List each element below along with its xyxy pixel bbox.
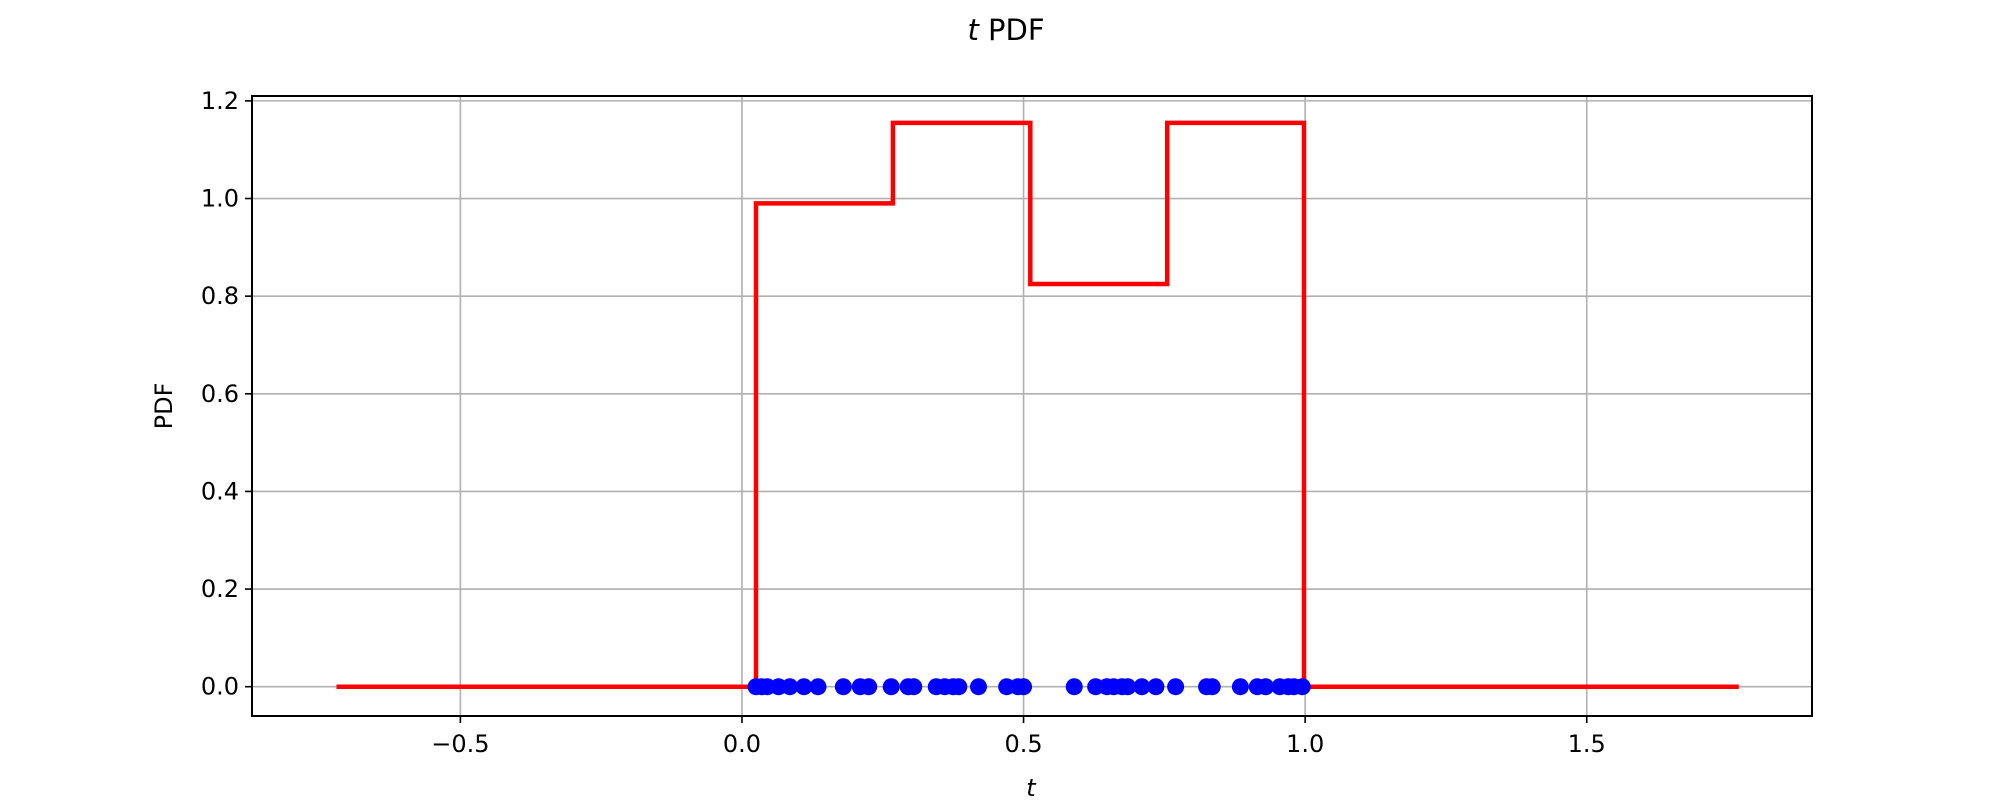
x-tick-label: 0.5 xyxy=(1004,730,1042,758)
pdf-step-line xyxy=(336,120,1739,689)
sample-point xyxy=(950,678,968,696)
y-tick-label: 0.6 xyxy=(201,380,239,408)
y-tick-label: 0.0 xyxy=(201,673,239,701)
sample-point xyxy=(1231,678,1249,696)
sample-point xyxy=(1203,678,1221,696)
chart-title-variable: t xyxy=(967,13,980,47)
sample-point xyxy=(781,678,799,696)
sample-point xyxy=(1167,678,1185,696)
sample-point xyxy=(1293,678,1311,696)
sample-point xyxy=(1147,678,1165,696)
sample-point xyxy=(905,678,923,696)
x-tick-label: 1.5 xyxy=(1568,730,1606,758)
x-axis-label: t xyxy=(1026,774,1037,800)
ticks: −0.5 0.0 0.5 1.0 1.5 0.0 0.2 0.4 0.6 0.8 1.0 1.2 xyxy=(201,87,1606,758)
y-axis-label: PDF xyxy=(150,383,178,430)
sample-point xyxy=(1257,678,1275,696)
sample-point xyxy=(860,678,878,696)
y-tick-label: 1.0 xyxy=(201,185,239,213)
sample-point xyxy=(834,678,852,696)
sample-point xyxy=(1065,678,1083,696)
sample-point xyxy=(1133,678,1151,696)
sample-point xyxy=(795,678,813,696)
sample-point xyxy=(809,678,827,696)
x-tick-label: 0.0 xyxy=(723,730,761,758)
y-tick-label: 0.2 xyxy=(201,575,239,603)
x-tick-label: 1.0 xyxy=(1286,730,1324,758)
sample-point xyxy=(1015,678,1033,696)
axes-frame xyxy=(251,95,1813,717)
plot-area xyxy=(336,120,1739,696)
chart-title: t PDF xyxy=(967,13,1044,47)
sample-point xyxy=(1119,678,1137,696)
sample-point xyxy=(882,678,900,696)
y-tick-label: 0.8 xyxy=(201,282,239,310)
x-tick-label: −0.5 xyxy=(431,730,489,758)
y-tick-label: 1.2 xyxy=(201,87,239,115)
sample-point xyxy=(969,678,987,696)
y-tick-label: 0.4 xyxy=(201,477,239,505)
chart-title-text: PDF xyxy=(979,13,1045,47)
